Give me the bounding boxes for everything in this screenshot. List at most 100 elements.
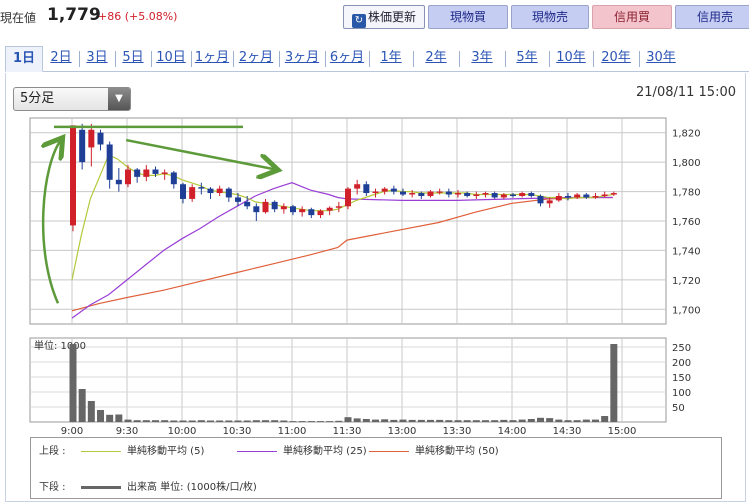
volume-tick-label: 200 — [672, 358, 691, 369]
margin-buy-button[interactable]: 信用買 — [592, 5, 672, 29]
volume-bar — [106, 414, 114, 422]
legend-ma5: 単純移動平均 (5) — [81, 442, 204, 457]
tab-3ヶ月[interactable]: 3ヶ月 — [284, 50, 320, 65]
tab-separator — [115, 51, 116, 67]
legend-ma5-swatch — [81, 450, 121, 452]
price-tick-label: 1,780 — [672, 188, 701, 199]
tab-2ヶ月[interactable]: 2ヶ月 — [238, 50, 274, 65]
volume-bar — [179, 420, 187, 422]
refresh-icon: ↻ — [351, 14, 366, 28]
candle-body — [537, 195, 544, 204]
volume-bar — [69, 344, 77, 422]
time-tick-label: 9:00 — [61, 426, 83, 437]
volume-bar — [225, 420, 233, 422]
tab-6ヶ月[interactable]: 6ヶ月 — [329, 50, 365, 65]
tab-separator — [233, 51, 234, 67]
volume-bar — [500, 419, 508, 422]
current-price: 1,779 — [47, 5, 101, 25]
legend-ma50-label: 単純移動平均 (50) — [415, 446, 499, 457]
time-tick-label: 10:00 — [168, 426, 197, 437]
candle-body — [225, 188, 232, 198]
tab-1日[interactable]: 1日 — [5, 46, 43, 72]
volume-bar — [454, 420, 462, 422]
volume-tick-label: 50 — [672, 403, 685, 414]
volume-bar — [317, 421, 324, 422]
candle-body — [427, 191, 434, 196]
candle-body — [189, 187, 196, 199]
volume-bar — [445, 420, 453, 422]
candle-body — [528, 193, 535, 196]
tab-2日[interactable]: 2日 — [50, 50, 72, 65]
volume-bar — [289, 421, 297, 422]
tab-separator — [505, 51, 506, 67]
legend-upper-label: 上段 : — [39, 446, 66, 457]
tab-separator — [459, 51, 460, 67]
tab-separator — [413, 51, 414, 67]
candle-body — [510, 194, 516, 196]
tab-3日[interactable]: 3日 — [86, 50, 108, 65]
volume-bar — [546, 418, 554, 422]
tab-10年[interactable]: 10年 — [556, 50, 586, 65]
candle-body — [418, 193, 425, 196]
tab-1ヶ月[interactable]: 1ヶ月 — [194, 50, 230, 65]
volume-bar — [335, 420, 343, 422]
tab-10日[interactable]: 10日 — [156, 50, 186, 65]
volume-bar — [362, 419, 370, 422]
candle-body — [464, 193, 471, 196]
volume-bar — [307, 421, 315, 422]
update-price-button[interactable]: ↻ 株価更新 — [343, 5, 425, 29]
tab-5年[interactable]: 5年 — [516, 50, 538, 65]
candle-body — [161, 172, 168, 174]
tab-separator — [639, 51, 640, 67]
candle-body — [354, 184, 361, 189]
volume-bar — [573, 420, 581, 422]
tab-3年[interactable]: 3年 — [471, 50, 493, 65]
margin-sell-button[interactable]: 信用売 — [675, 5, 749, 29]
price-tick-label: 1,700 — [672, 305, 701, 316]
candle-body — [610, 193, 617, 195]
price-tick-label: 1,820 — [672, 129, 701, 140]
candle-body — [308, 209, 315, 216]
volume-bar — [390, 419, 398, 422]
tab-1年[interactable]: 1年 — [380, 50, 402, 65]
volume-bar — [115, 414, 123, 422]
candle-body — [115, 179, 122, 185]
volume-bar — [197, 420, 205, 422]
candle-body — [88, 129, 95, 148]
volume-bar — [472, 420, 480, 422]
time-tick-label: 14:30 — [553, 426, 582, 437]
candle-body — [170, 172, 177, 185]
volume-bar — [78, 389, 86, 422]
tab-20年[interactable]: 20年 — [601, 50, 631, 65]
legend-ma25-swatch — [237, 450, 277, 452]
volume-bar — [582, 419, 590, 422]
tab-30年[interactable]: 30年 — [646, 50, 676, 65]
tab-separator — [79, 51, 80, 67]
candle-body — [290, 206, 296, 213]
legend-ma25: 単純移動平均 (25) — [237, 442, 367, 457]
candle-body — [317, 210, 324, 216]
candle-body — [574, 194, 581, 198]
candle-body — [345, 188, 351, 207]
cash-sell-button[interactable]: 現物売 — [511, 5, 589, 29]
candle-body — [381, 188, 388, 192]
tab-separator — [151, 51, 152, 67]
candle-body — [455, 193, 461, 195]
candle-body — [106, 144, 113, 180]
volume-bar — [298, 421, 306, 422]
interval-select-value: 5分足 — [20, 91, 55, 106]
tab-5日[interactable]: 5日 — [122, 50, 144, 65]
ma50-line — [71, 196, 613, 312]
time-tick-label: 14:00 — [498, 426, 527, 437]
volume-bar — [427, 419, 434, 422]
volume-bar — [372, 419, 379, 422]
candle-body — [555, 195, 562, 201]
candle-body — [216, 188, 223, 194]
tab-2年[interactable]: 2年 — [425, 50, 447, 65]
quote-header: 現在値 1,779 +86 (+5.08%) ↻ 株価更新 現物買 現物売 信用買… — [0, 0, 749, 34]
candle-body — [592, 195, 599, 198]
interval-select[interactable]: 5分足 ▼ — [13, 87, 131, 111]
cash-buy-button[interactable]: 現物買 — [428, 5, 508, 29]
candle-body — [207, 188, 214, 194]
